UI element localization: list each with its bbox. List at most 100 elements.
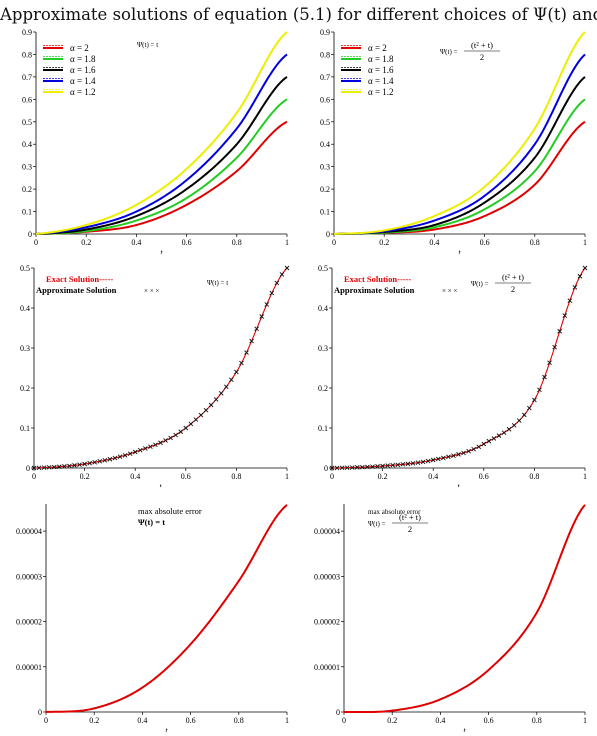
x-axis-label: t (457, 482, 460, 487)
x-tick-label: 0 (330, 472, 334, 481)
approx-point (476, 444, 482, 450)
chart-error-psi-quadratic: 0 0.2 0.4 0.6 0.8 1 0 0.00001 0.00002 0.00003 0.00… (300, 500, 591, 732)
approx-point (254, 326, 259, 332)
y-tick-label: 0.1 (20, 424, 30, 433)
approx-point (552, 344, 557, 350)
approx-point (527, 405, 532, 411)
chart-exact-approx-psi-quadratic: 0 0.2 0.4 0.6 0.8 1 0 0.1 0.2 0.3 0.4 0.5 t Exact Sol… (300, 262, 591, 487)
y-tick-label: 0.1 (318, 424, 328, 433)
y-tick-label: 0.4 (20, 304, 30, 313)
approx-point (234, 369, 239, 375)
y-tick-label: 0 (326, 230, 330, 239)
series-line (35, 31, 288, 235)
x-tick-label: 0.4 (137, 716, 147, 725)
approx-point (486, 438, 492, 444)
approx-point (269, 290, 275, 296)
x-tick-label: 0.4 (435, 716, 445, 725)
approx-point (501, 430, 507, 435)
approx-point (41, 465, 47, 470)
x-tick-label: 0 (332, 238, 336, 247)
x-tick-label: 1 (583, 238, 587, 247)
x-tick-label: 0 (34, 238, 38, 247)
psi-annotation: Ψ(t) = (t² + t) 2 (368, 512, 428, 534)
approx-point (218, 391, 224, 396)
approximate-marker-legend: × × × (442, 287, 457, 295)
psi-denominator: 2 (511, 284, 515, 294)
y-tick-label: 0.00002 (314, 618, 340, 627)
approx-point (208, 402, 214, 408)
y-tick-label: 0.00004 (314, 527, 340, 536)
approximate-solution-legend: Approximate Solution (334, 285, 415, 295)
legend-label: α = 1.6 (368, 65, 394, 75)
y-tick-label: 0 (38, 708, 42, 717)
approx-point (259, 314, 265, 319)
approx-point (572, 285, 578, 290)
x-tick-label: 0.2 (378, 472, 388, 481)
approx-point (153, 442, 158, 448)
legend-label: α = 1.6 (70, 65, 96, 75)
approx-point (143, 446, 148, 451)
series-line (35, 76, 288, 235)
x-tick-label: 0.4 (429, 238, 439, 247)
approx-point (349, 465, 355, 470)
x-axis-label: t (160, 248, 163, 254)
approx-point (173, 432, 178, 438)
x-tick-label: 1 (285, 238, 289, 247)
approx-point (577, 273, 583, 279)
approximate-marker-legend: × × × (144, 287, 159, 295)
y-tick-label: 0 (324, 464, 328, 473)
approx-point (329, 465, 335, 471)
approx-point (511, 422, 517, 428)
x-axis-label: t (463, 726, 466, 732)
psi-annotation: Ψ(t) = (t² + t) 2 (471, 272, 531, 294)
y-tick-label: 0 (26, 464, 30, 473)
y-tick-label: 0.8 (320, 50, 330, 59)
approx-point (122, 452, 128, 458)
x-tick-label: 0.6 (181, 472, 191, 481)
x-tick-label: 0.6 (182, 238, 192, 247)
approx-point (365, 464, 370, 470)
x-tick-label: 0 (44, 716, 48, 725)
approx-point (239, 360, 244, 366)
x-tick-label: 0.6 (479, 472, 489, 481)
y-tick-label: 0.7 (22, 73, 32, 82)
approx-point (532, 397, 537, 403)
error-title: max absolute error (138, 506, 202, 516)
approx-point (31, 465, 37, 471)
approx-point (420, 459, 426, 465)
approx-point (491, 436, 497, 441)
approx-point (82, 461, 87, 467)
psi-lhs: Ψ(t) = (471, 280, 489, 288)
x-tick-label: 0.8 (231, 472, 241, 481)
y-tick-label: 0.5 (320, 118, 330, 127)
approx-point (193, 417, 199, 422)
y-tick-label: 0.3 (320, 163, 330, 172)
y-tick-label: 0.5 (22, 118, 32, 127)
y-tick-label: 0.00004 (16, 527, 42, 536)
approx-point (264, 302, 270, 307)
approx-point (56, 464, 62, 470)
y-tick-label: 0.3 (22, 163, 32, 172)
legend-label: α = 1.4 (70, 76, 96, 86)
chart-alpha-psi-quadratic: 0 0.2 0.4 0.6 0.8 1 0 0.1 0.2 0.3 0.4 0.5 0.6 0.7 0.8 0… (300, 28, 591, 254)
approx-point (178, 429, 184, 435)
approx-point (461, 450, 466, 456)
chart-svg-error-psi-quadratic: 0 0.2 0.4 0.6 0.8 1 0 0.00001 0.00002 0.00003 0.00… (314, 504, 587, 732)
chart-exact-approx-psi-t: 0 0.2 0.4 0.6 0.8 1 0 0.1 0.2 0.3 0.4 0.5 t Exact Sol… (2, 262, 293, 487)
approx-point (148, 444, 153, 450)
approx-point (430, 457, 436, 463)
approx-point (557, 328, 563, 334)
axes: 0 0.2 0.4 0.6 0.8 1 0 0.00001 0.00002 0.00003 0.00… (314, 504, 587, 732)
approx-point (51, 464, 57, 470)
approx-point (87, 460, 92, 466)
psi-annotation: Ψ(t) = t (138, 517, 165, 527)
approx-point (223, 384, 229, 390)
y-tick-label: 0.00003 (314, 572, 340, 581)
approx-point (188, 421, 194, 427)
y-tick-label: 0.3 (318, 344, 328, 353)
x-tick-label: 0.2 (379, 238, 389, 247)
approx-point (249, 338, 254, 344)
y-tick-label: 0.00003 (16, 572, 42, 581)
approx-point (46, 465, 52, 470)
error-line (45, 504, 288, 713)
